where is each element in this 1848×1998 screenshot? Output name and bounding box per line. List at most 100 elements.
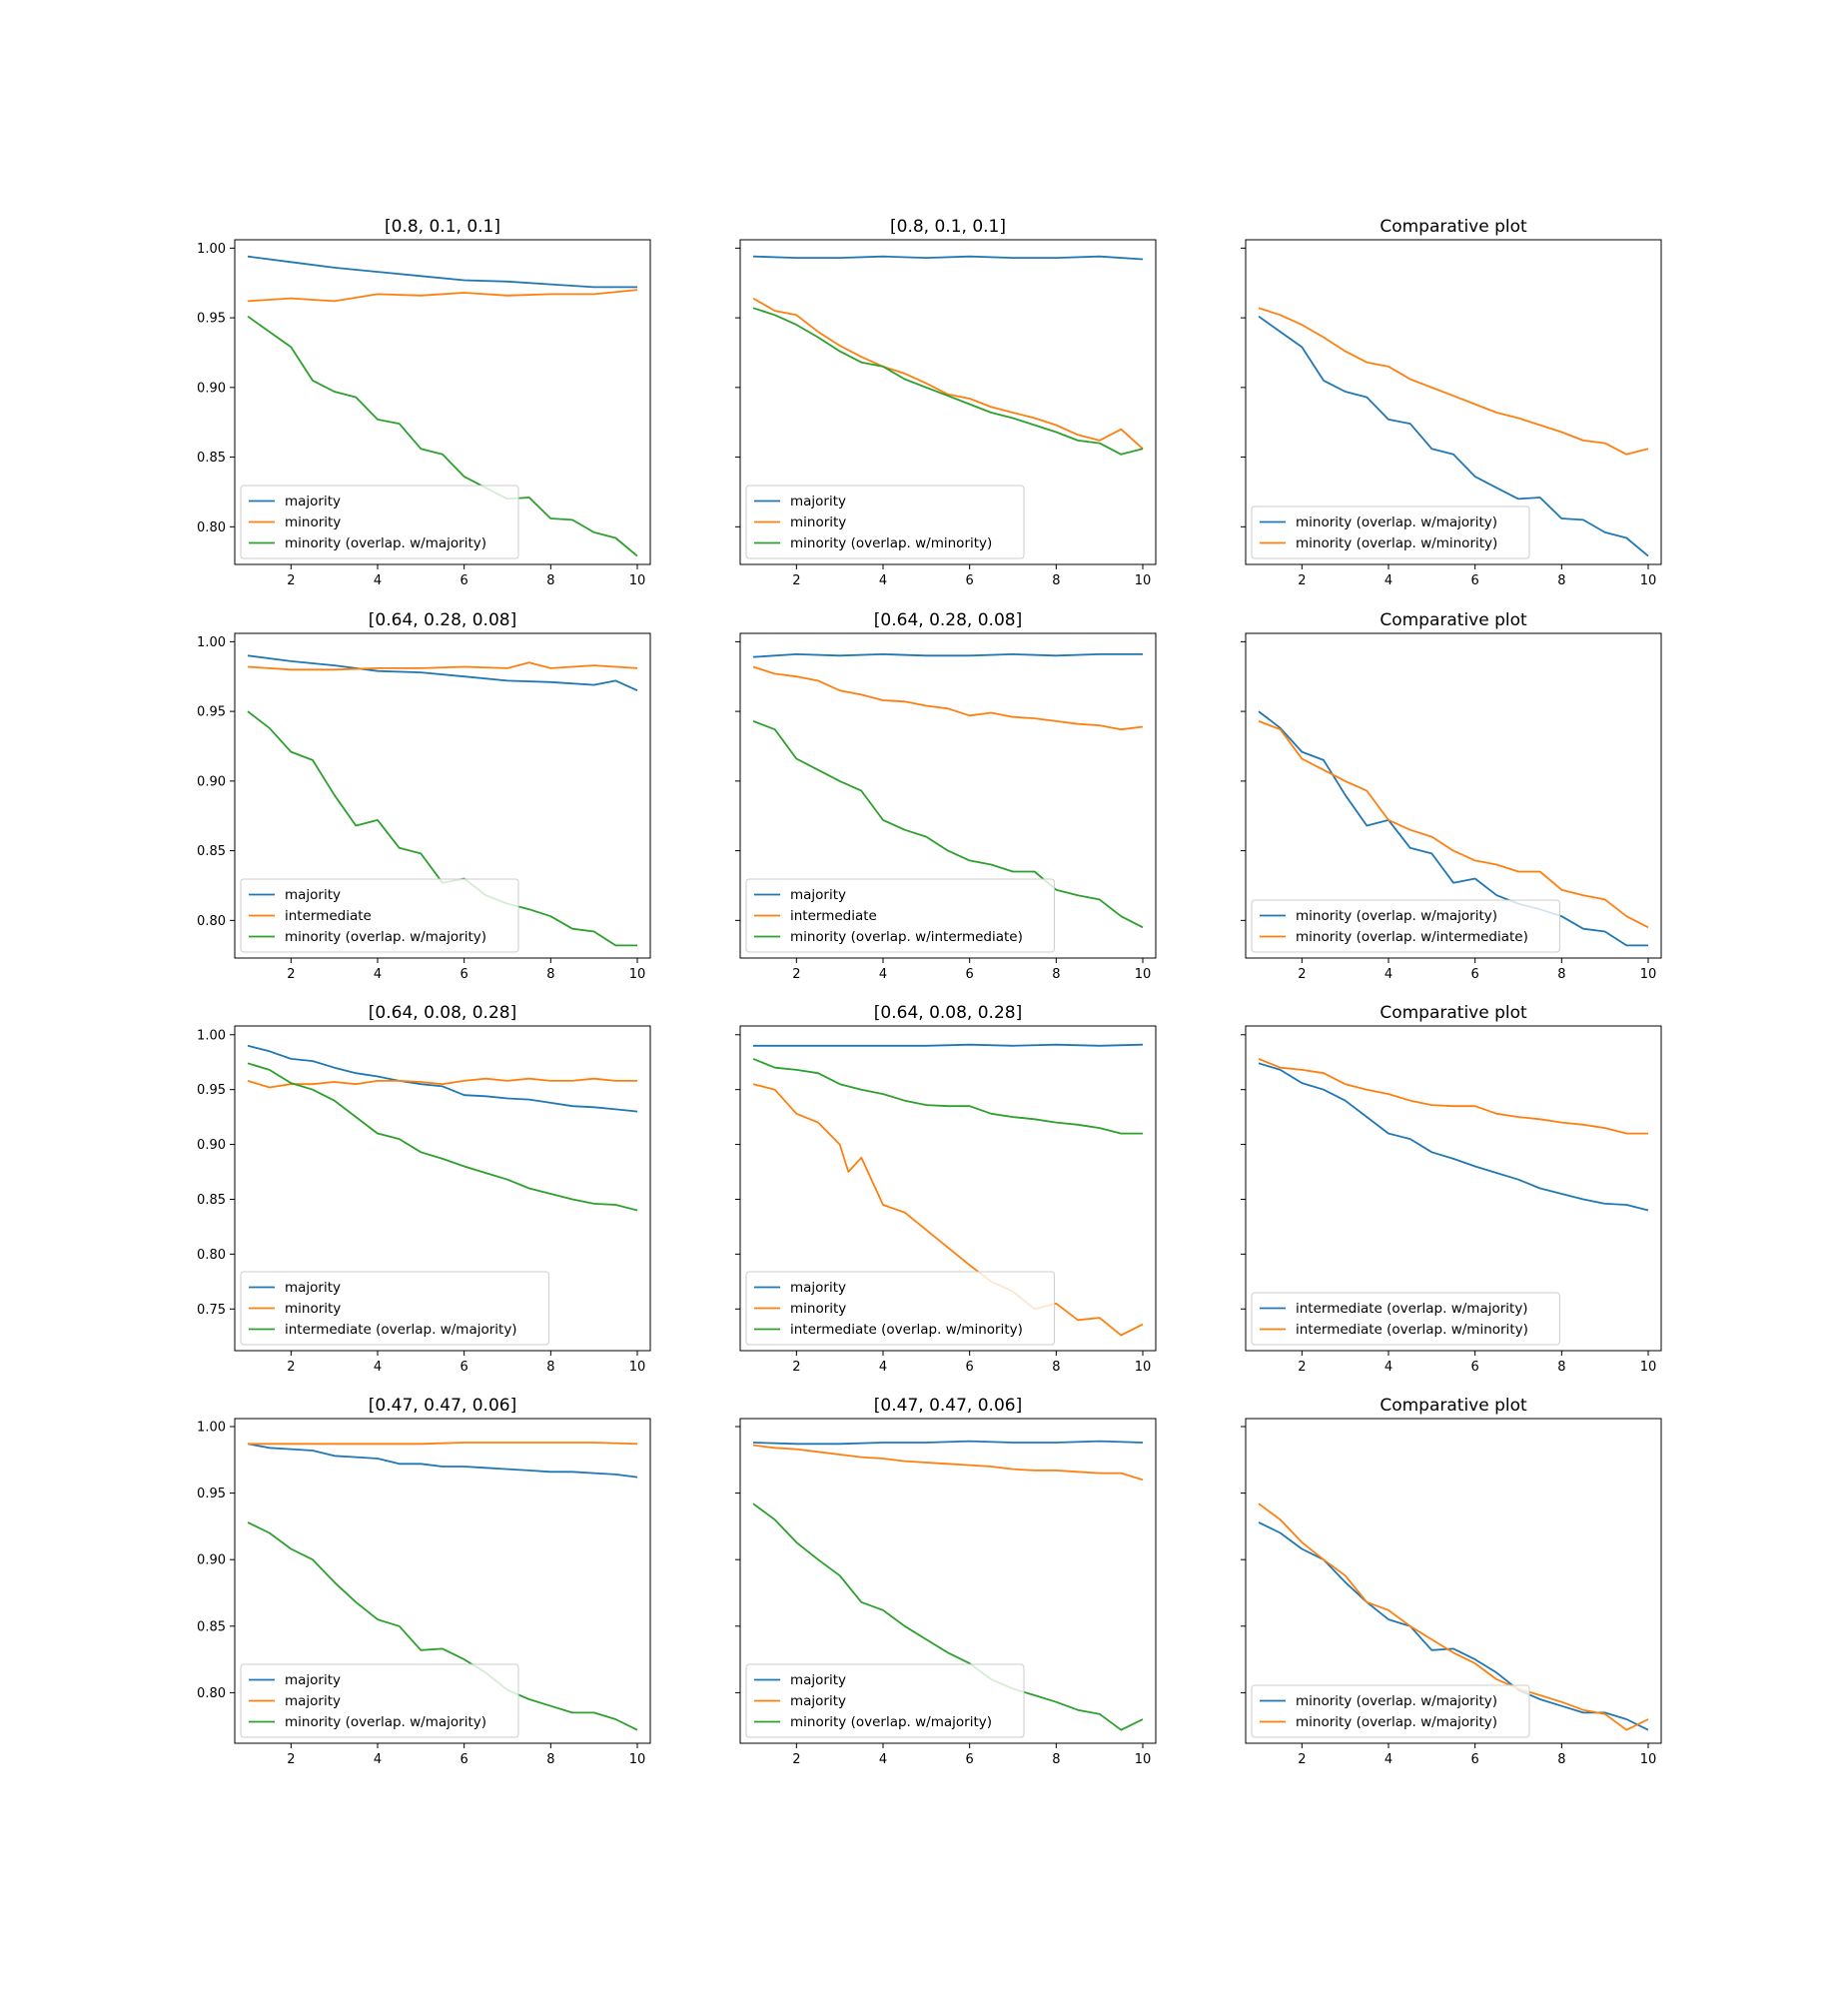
x-tick-label: 2 [792,1360,800,1375]
legend-label: minority (overlap. w/majority) [285,929,486,945]
legend-label: intermediate (overlap. w/minority) [1296,1322,1528,1338]
legend: majority intermediate minority (overlap. w… [240,878,519,953]
x-tick-label: 10 [1640,1752,1657,1767]
y-tick-label: 0.80 [197,1248,226,1263]
x-tick-label: 10 [629,1752,646,1767]
legend-label: intermediate [790,908,877,924]
legend-label: minority (overlap. w/majority) [1296,514,1497,530]
subplot-6: Comparative plot 2 4 6 8 10 minority (overlap.… [1241,610,1662,982]
x-tick-label: 6 [1471,573,1479,588]
y-tick-label: 0.85 [197,451,226,466]
x-tick-label: 4 [879,1752,887,1767]
legend: majority minority intermediate (overlap. w… [240,1271,549,1346]
axes-frame [1245,239,1662,565]
y-tick-label: 0.95 [197,312,226,327]
y-tick-label: 0.95 [197,1083,226,1098]
x-tick-label: 8 [546,967,554,982]
legend: majority minority minority (overlap. w/maj… [240,485,519,559]
y-tick-label: 0.95 [197,705,226,720]
x-tick-label: 4 [374,1752,382,1767]
series-line-3 [752,1058,1143,1135]
axes-frame [234,239,651,565]
x-tick-label: 2 [792,1752,800,1767]
x-tick-label: 8 [1052,1752,1060,1767]
legend-label: minority [790,1301,846,1317]
series-line-2 [1258,1502,1649,1731]
legend: minority (overlap. w/majority) minority (… [1251,1684,1530,1738]
legend-label: minority [285,514,341,530]
series-line-2 [752,1444,1144,1482]
x-tick-label: 8 [1557,1752,1565,1767]
legend-box [240,1271,549,1346]
x-tick-label: 8 [546,573,554,588]
x-tick-label: 2 [1298,573,1306,588]
legend-label: minority (overlap. w/majority) [1296,908,1497,924]
subplot-4: [0.64, 0.28, 0.08] 1.00 0.95 0.90 0.85 0.80 2 4… [197,610,651,982]
x-tick-label: 6 [966,573,974,588]
x-tick-label: 10 [629,967,646,982]
legend-box [240,485,519,559]
x-tick-label: 4 [1385,1752,1392,1767]
y-tick-label: 1.00 [197,242,226,257]
x-tick-label: 8 [1557,967,1565,982]
axes-frame [1245,1025,1662,1352]
subplot-title: [0.8, 0.1, 0.1] [890,217,1006,237]
series-line-1 [1258,710,1648,947]
x-tick-label: 10 [1135,967,1152,982]
subplot-8: [0.64, 0.08, 0.28] 2 4 6 8 10 majority minority… [735,1003,1157,1375]
axes-frame [1245,632,1662,959]
x-tick-label: 4 [374,1360,382,1375]
x-tick-label: 2 [1298,1752,1306,1767]
subplot-title: Comparative plot [1380,1396,1527,1416]
subplot-title: [0.8, 0.1, 0.1] [385,217,500,237]
subplot-3: Comparative plot 2 4 6 8 10 minority (overlap.… [1241,217,1662,588]
x-tick-label: 10 [1135,1752,1152,1767]
axes-frame [739,632,1157,959]
axes-frame [234,1418,651,1744]
legend-label: minority (overlap. w/intermediate) [790,929,1023,945]
x-tick-label: 8 [1557,573,1565,588]
subplot-7: [0.64, 0.08, 0.28] 1.00 0.95 0.90 0.85 0.80 0.… [197,1003,651,1375]
x-tick-label: 10 [1135,1360,1152,1375]
legend-label: majority [790,1693,846,1709]
series-line-3 [752,720,1144,929]
series-line-2 [1258,1058,1648,1135]
series-line-1 [247,255,637,289]
y-tick-label: 0.80 [197,520,226,535]
x-tick-label: 4 [879,1360,887,1375]
x-tick-label: 10 [1640,1360,1657,1375]
x-tick-label: 10 [629,1360,646,1375]
series-line-1 [752,653,1143,658]
legend-box [1251,1684,1530,1738]
subplot-title: [0.47, 0.47, 0.06] [874,1396,1022,1416]
x-tick-label: 10 [1640,573,1657,588]
series-line-1 [247,654,638,692]
series-line-1 [752,255,1144,261]
series-line-3 [247,315,638,557]
series-line-2 [752,1083,1144,1337]
y-tick-label: 0.95 [197,1487,226,1501]
subplot-5: [0.64, 0.28, 0.08] 2 4 6 8 10 majority intermed… [735,610,1157,982]
y-tick-label: 0.75 [197,1303,226,1318]
subplot-2: [0.8, 0.1, 0.1] 2 4 6 8 10 majority minority min… [735,217,1157,588]
legend: majority minority minority (overlap. w/min… [745,485,1025,559]
legend-label: intermediate (overlap. w/minority) [790,1322,1023,1338]
subplot-9: Comparative plot 2 4 6 8 10 intermediate (over… [1241,1003,1662,1375]
legend: minority (overlap. w/majority) minority (… [1251,899,1560,953]
series-line-1 [752,1440,1144,1446]
x-tick-label: 10 [629,573,646,588]
subplot-title: [0.64, 0.08, 0.28] [874,1003,1022,1023]
axes-frame [739,1025,1157,1352]
legend-label: majority [285,1672,341,1688]
series-line-2 [247,1077,637,1089]
x-tick-label: 8 [1052,967,1060,982]
x-tick-label: 8 [1052,1360,1060,1375]
legend-label: minority (overlap. w/minority) [790,535,992,551]
y-tick-label: 0.80 [197,1686,226,1701]
subplot-title: [0.47, 0.47, 0.06] [369,1396,516,1416]
legend-label: intermediate (overlap. w/majority) [285,1322,517,1338]
legend-label: minority (overlap. w/majority) [1296,1693,1497,1709]
axes-frame [739,239,1157,565]
y-tick-label: 0.90 [197,1138,226,1153]
